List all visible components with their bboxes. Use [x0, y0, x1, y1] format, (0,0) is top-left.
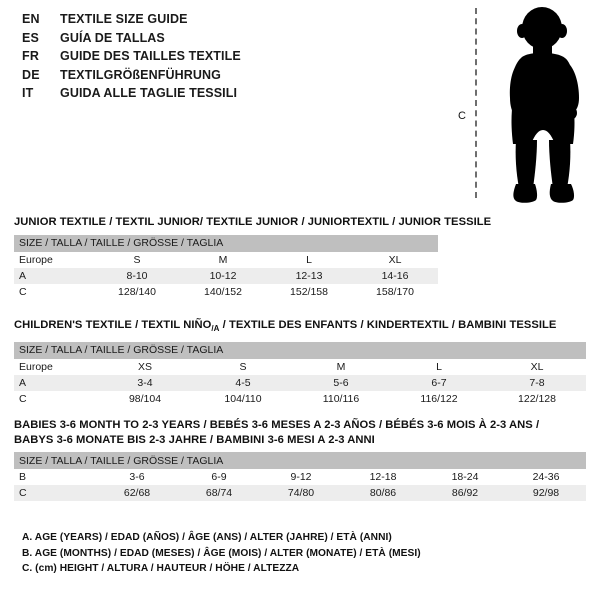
section-title-children: CHILDREN'S TEXTILE / TEXTIL NIÑO/A / TEX…: [14, 318, 586, 337]
measurement-figure: C: [440, 0, 600, 210]
language-code: IT: [22, 86, 34, 100]
cell: 24-36: [506, 469, 587, 485]
section-babies: BABIES 3-6 MONTH TO 2-3 YEARS / BEBÉS 3-…: [14, 418, 587, 501]
section-title-babies-line1: BABIES 3-6 MONTH TO 2-3 YEARS / BEBÉS 3-…: [14, 419, 540, 431]
language-row-en: EN TEXTILE SIZE GUIDE: [22, 12, 422, 31]
cell: XL: [352, 251, 439, 268]
babies-size-table: SIZE / TALLA / TAILLE / GRÖSSE / TAGLIA …: [14, 452, 587, 501]
children-size-table: SIZE / TALLA / TAILLE / GRÖSSE / TAGLIA …: [14, 341, 586, 407]
cell: 80/86: [342, 485, 424, 501]
language-code: FR: [22, 49, 40, 63]
cell: 86/92: [424, 485, 506, 501]
table-row: Europe S M L XL: [14, 251, 439, 268]
row-label: C: [14, 485, 96, 501]
footnote-legend: A. AGE (YEARS) / EDAD (AÑOS) / ÂGE (ANS)…: [22, 530, 542, 577]
language-title: TEXTILE SIZE GUIDE: [60, 12, 188, 26]
cell: 4-5: [194, 374, 292, 391]
cell: XS: [96, 358, 194, 375]
table-row: B 3-6 6-9 9-12 12-18 18-24 24-36: [14, 469, 587, 485]
cell: 116/122: [390, 390, 488, 407]
language-title: GUÍA DE TALLAS: [60, 30, 165, 45]
cell: 92/98: [506, 485, 587, 501]
cell: L: [266, 251, 352, 268]
footnote-b: B. AGE (MONTHS) / EDAD (MESES) / ÂGE (MO…: [22, 547, 421, 559]
table-row: SIZE / TALLA / TAILLE / GRÖSSE / TAGLIA: [14, 234, 439, 252]
cell: 14-16: [352, 267, 439, 284]
language-code: DE: [22, 67, 40, 82]
cell: 3-4: [96, 374, 194, 391]
cell: 12-13: [266, 267, 352, 284]
height-dashed-line: [475, 8, 477, 198]
cell: 9-12: [260, 469, 342, 485]
language-row-de: DE TEXTILGRÖßENFÜHRUNG: [22, 68, 422, 87]
footnote-c: C. (cm) HEIGHT / ALTURA / HAUTEUR / HÖHE…: [22, 563, 300, 574]
language-row-fr: FR GUIDE DES TAILLES TEXTILE: [22, 49, 422, 68]
cell: 3-6: [96, 469, 178, 485]
language-title: GUIDE DES TAILLES TEXTILE: [60, 49, 241, 63]
section-title-children-pre: CHILDREN'S TEXTILE / TEXTIL NIÑO: [14, 319, 212, 331]
size-band-label: SIZE / TALLA / TAILLE / GRÖSSE / TAGLIA: [14, 341, 586, 359]
cell: 128/140: [94, 283, 180, 300]
cell: 122/128: [488, 390, 586, 407]
size-band-label: SIZE / TALLA / TAILLE / GRÖSSE / TAGLIA: [14, 234, 439, 252]
table-row: C 62/68 68/74 74/80 80/86 86/92 92/98: [14, 485, 587, 501]
cell: 74/80: [260, 485, 342, 501]
table-row: Europe XS S M L XL: [14, 358, 586, 375]
row-label: C: [14, 283, 94, 300]
toddler-silhouette-icon: [509, 7, 579, 203]
language-code: ES: [22, 30, 40, 45]
table-row: A 3-4 4-5 5-6 6-7 7-8: [14, 374, 586, 391]
cell: 10-12: [180, 267, 266, 284]
row-label: Europe: [14, 251, 94, 268]
footnote-a: A. AGE (YEARS) / EDAD (AÑOS) / ÂGE (ANS)…: [22, 532, 392, 543]
table-row: C 128/140 140/152 152/158 158/170: [14, 283, 439, 300]
section-title-babies-line2: BABYS 3-6 MONATE BIS 2-3 JAHRE / BAMBINI…: [14, 433, 375, 446]
cell: S: [94, 251, 180, 268]
cell: 110/116: [292, 390, 390, 407]
language-title: GUIDA ALLE TAGLIE TESSILI: [60, 86, 238, 100]
section-title-junior: JUNIOR TEXTILE / TEXTIL JUNIOR/ TEXTILE …: [14, 216, 492, 228]
table-row: A 8-10 10-12 12-13 14-16: [14, 267, 439, 284]
cell: 6-9: [178, 469, 260, 485]
section-title-children-post: / TEXTILE DES ENFANTS / KINDERTEXTIL / B…: [219, 319, 557, 331]
cell: 152/158: [266, 283, 352, 300]
section-title-children-sub: /A: [211, 324, 220, 334]
cell: 104/110: [194, 390, 292, 407]
cell: S: [194, 358, 292, 375]
row-label: A: [14, 267, 94, 284]
height-measure-label: C: [458, 110, 466, 122]
cell: 5-6: [292, 374, 390, 391]
cell: 62/68: [96, 485, 178, 501]
cell: 18-24: [424, 469, 506, 485]
row-label: Europe: [14, 358, 96, 375]
cell: 8-10: [94, 267, 180, 284]
junior-size-table: SIZE / TALLA / TAILLE / GRÖSSE / TAGLIA …: [14, 234, 439, 300]
cell: 68/74: [178, 485, 260, 501]
table-row: C 98/104 104/110 110/116 116/122 122/128: [14, 390, 586, 407]
language-title: TEXTILGRÖßENFÜHRUNG: [60, 67, 221, 82]
cell: 7-8: [488, 374, 586, 391]
language-row-it: IT GUIDA ALLE TAGLIE TESSILI: [22, 86, 422, 105]
language-header: EN TEXTILE SIZE GUIDE ES GUÍA DE TALLAS …: [22, 12, 422, 105]
cell: M: [292, 358, 390, 375]
cell: XL: [488, 358, 586, 375]
cell: 158/170: [352, 283, 439, 300]
table-row: SIZE / TALLA / TAILLE / GRÖSSE / TAGLIA: [14, 452, 587, 469]
row-label: B: [14, 469, 96, 485]
table-row: SIZE / TALLA / TAILLE / GRÖSSE / TAGLIA: [14, 341, 586, 359]
row-label: A: [14, 374, 96, 391]
cell: 12-18: [342, 469, 424, 485]
cell: L: [390, 358, 488, 375]
section-children: CHILDREN'S TEXTILE / TEXTIL NIÑO/A / TEX…: [14, 318, 586, 407]
cell: 6-7: [390, 374, 488, 391]
cell: M: [180, 251, 266, 268]
cell: 98/104: [96, 390, 194, 407]
size-band-label: SIZE / TALLA / TAILLE / GRÖSSE / TAGLIA: [14, 452, 587, 469]
language-row-es: ES GUÍA DE TALLAS: [22, 31, 422, 50]
row-label: C: [14, 390, 96, 407]
section-junior: JUNIOR TEXTILE / TEXTIL JUNIOR/ TEXTILE …: [14, 215, 492, 300]
cell: 140/152: [180, 283, 266, 300]
language-code: EN: [22, 12, 40, 26]
